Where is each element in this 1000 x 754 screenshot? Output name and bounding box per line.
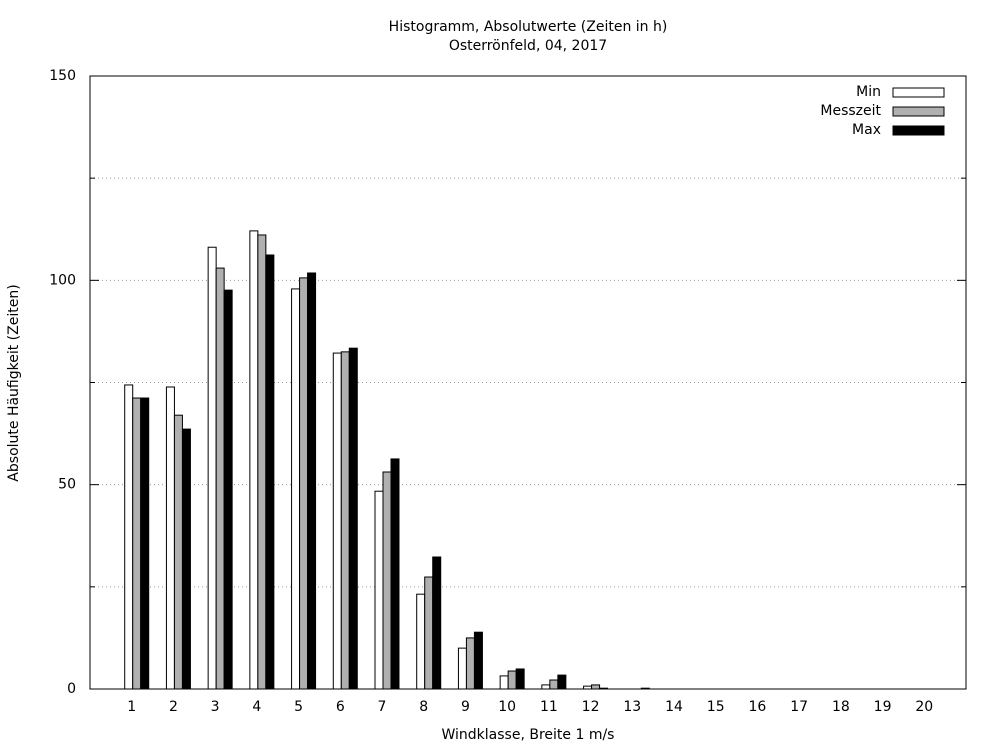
bar [465,637,475,690]
bar [265,254,275,690]
x-tick-label: 14 [665,699,683,715]
bar [181,428,191,690]
x-tick-label: 5 [294,699,303,715]
bar [591,684,601,690]
chart-subtitle: Osterrönfeld, 04, 2017 [449,38,607,54]
x-tick-label: 20 [915,699,933,715]
bar [416,593,426,690]
bar [307,272,317,690]
y-axis-label: Absolute Häufigkeit (Zeiten) [6,284,22,481]
plot-frame [89,75,967,690]
bar [390,458,400,690]
bar [173,414,183,690]
y-tick-label: 0 [67,681,76,697]
legend-swatch [892,125,945,136]
legend-label: Max [852,122,881,138]
bar [340,351,350,690]
legend-label: Min [856,84,881,100]
x-tick-label: 1 [127,699,136,715]
x-tick-label: 8 [419,699,428,715]
bar [348,347,358,690]
x-tick-label: 9 [461,699,470,715]
y-tick-label: 100 [49,272,76,288]
bar [382,471,392,690]
bar [257,234,267,690]
y-tick-label: 150 [49,68,76,84]
x-tick-label: 6 [336,699,345,715]
x-tick-label: 12 [582,699,600,715]
x-tick-label: 17 [790,699,808,715]
x-tick-label: 2 [169,699,178,715]
bar [215,267,225,690]
bar [432,556,442,690]
bar [140,397,150,690]
bar [549,679,559,690]
bar [132,397,142,690]
bar [499,675,509,690]
bar [557,674,567,690]
x-tick-label: 15 [707,699,725,715]
legend-swatch [892,87,945,98]
bar [299,277,309,690]
legend-swatch [892,106,945,117]
bar [457,647,467,690]
bar [332,352,342,690]
x-tick-label: 4 [252,699,261,715]
legend-label: Messzeit [820,103,881,119]
bar [424,576,434,690]
bar [473,631,483,690]
bar [291,288,301,690]
x-tick-label: 10 [498,699,516,715]
x-tick-label: 18 [832,699,850,715]
bar [515,668,525,690]
x-tick-label: 3 [211,699,220,715]
x-tick-label: 16 [749,699,767,715]
x-tick-label: 19 [874,699,892,715]
bar [249,230,259,690]
bar [374,490,384,690]
bar [124,384,134,690]
bar [541,684,551,690]
y-tick-label: 50 [58,477,76,493]
x-tick-label: 13 [623,699,641,715]
bar [223,289,233,690]
bar [507,670,517,690]
x-tick-label: 11 [540,699,558,715]
x-tick-label: 7 [378,699,387,715]
bar [207,246,217,690]
chart-title: Histogramm, Absolutwerte (Zeiten in h) [389,19,668,35]
bar [165,386,175,690]
x-axis-label: Windklasse, Breite 1 m/s [442,727,615,743]
